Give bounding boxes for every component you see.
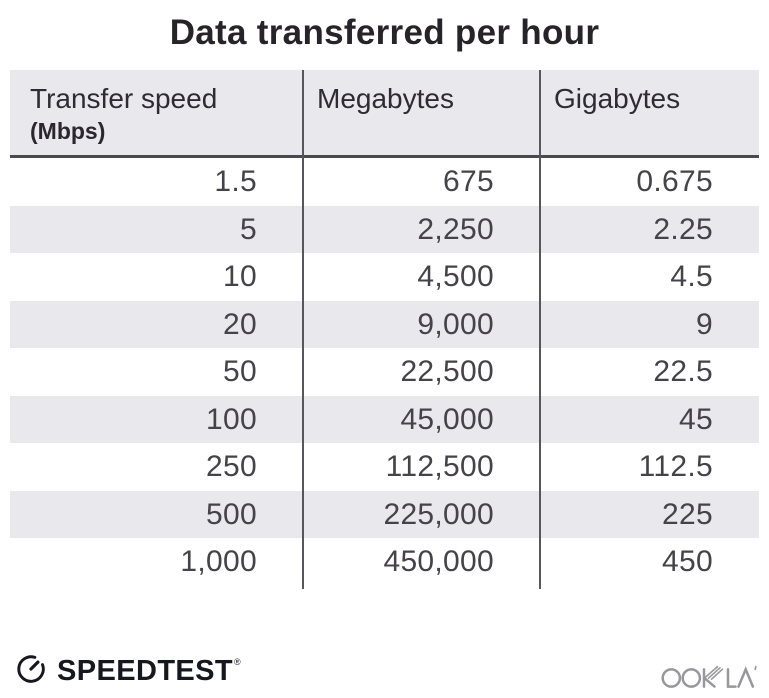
table-cell: 225 [662,497,713,531]
table-cell: 2,250 [417,212,494,246]
table-cell: 20 [223,307,257,341]
table-cell: 1.5 [214,165,257,198]
table-cell: 4,500 [417,260,494,293]
table-row: 250 112,500 112.5 [10,443,759,491]
table-row: 1.5 675 0.675 [10,158,759,206]
data-table: Transfer speed (Mbps) Megabytes Gigabyte… [10,70,759,589]
table-cell: 10 [223,260,257,293]
table-cell: 112,500 [385,450,494,483]
table-cell: 22.5 [653,355,713,388]
table-cell: 45 [679,402,713,436]
column-divider [539,70,541,589]
table-body: 1.5 675 0.675 5 2,250 2.25 10 4,500 4.5 20 9,000 9 5… [10,158,759,586]
column-header-megabytes: Megabytes [303,70,540,155]
table-row: 50 22,500 22.5 [10,348,759,396]
page-title: Data transferred per hour [169,13,600,52]
table-cell: 500 [206,497,257,531]
table-row: 1,000 450,000 450 [10,538,759,586]
table-cell: 450 [662,545,713,578]
table-cell: 5 [240,212,257,246]
table-cell: 250 [206,450,257,483]
table-cell: 1,000 [180,545,257,578]
speedtest-wordmark: SPEEDTEST [57,655,234,687]
speedtest-logo: SPEEDTEST ® [14,653,241,690]
registered-trademark: ® [234,657,242,667]
column-header-label: Transfer speed [30,83,218,114]
table-cell: 4.5 [670,260,713,293]
table-row: 20 9,000 9 [10,300,759,348]
ookla-logo [661,664,757,695]
column-divider [302,70,304,589]
column-header-transfer-speed: Transfer speed (Mbps) [10,70,303,155]
column-header-label: Megabytes [317,83,454,114]
table-cell: 2.25 [653,212,713,246]
table-cell: 9 [696,307,713,341]
ookla-wordmark-icon [661,665,757,688]
table-cell: 9,000 [417,307,494,341]
table-row: 500 225,000 225 [10,490,759,538]
table-cell: 22,500 [400,355,494,388]
table-header-row: Transfer speed (Mbps) Megabytes Gigabyte… [10,70,759,158]
table-row: 5 2,250 2.25 [10,205,759,253]
table-cell: 112.5 [638,450,713,483]
table-cell: 225,000 [383,497,494,531]
column-header-gigabytes: Gigabytes [540,70,759,155]
column-header-unit: (Mbps) [30,118,106,144]
table-cell: 0.675 [636,165,713,198]
column-header-label: Gigabytes [554,83,681,114]
table-cell: 50 [223,355,257,388]
gauge-icon [14,652,48,691]
table-cell: 100 [206,402,257,436]
table-cell: 450,000 [383,545,494,578]
table-cell: 675 [443,165,494,198]
table-row: 10 4,500 4.5 [10,253,759,301]
table-cell: 45,000 [400,402,494,436]
table-row: 100 45,000 45 [10,395,759,443]
